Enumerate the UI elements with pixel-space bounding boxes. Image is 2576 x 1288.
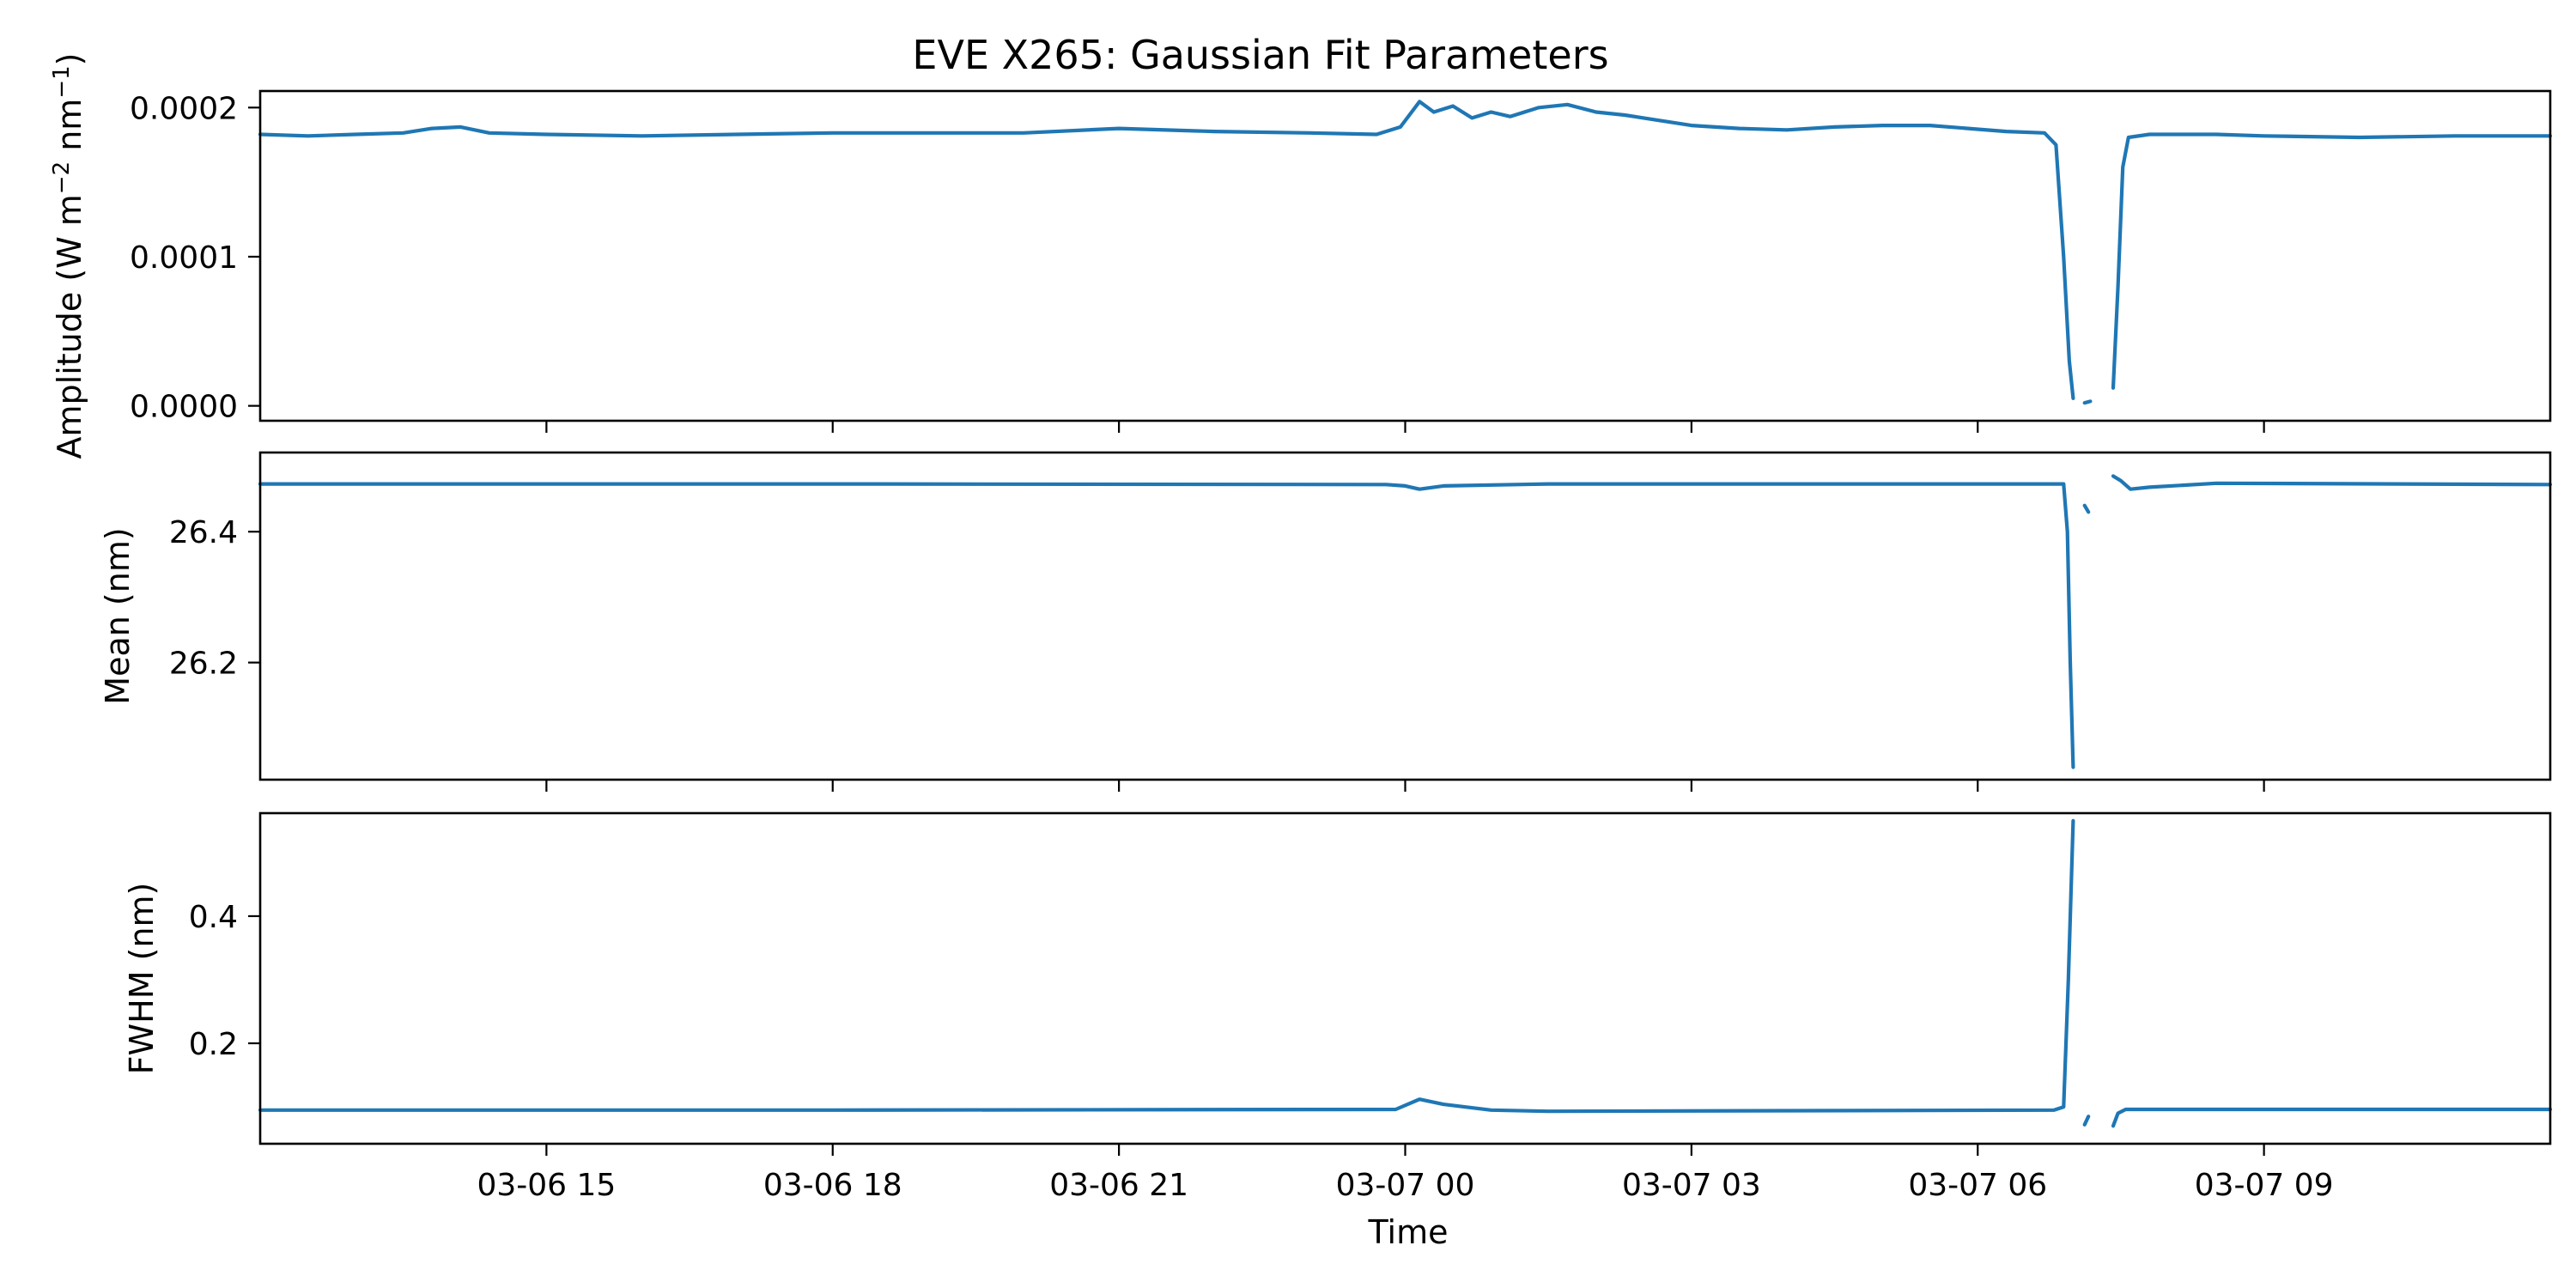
amplitude-series-segment-0 xyxy=(258,100,2075,400)
x-tick-label-5: 03-07 06 xyxy=(1908,1168,2047,1203)
fwhm-y-tick-label-1: 0.4 xyxy=(189,900,238,935)
x-tick-label-3: 03-07 00 xyxy=(1336,1168,1475,1203)
fwhm-series-segment-1 xyxy=(2082,1115,2091,1127)
x-tick-label-2: 03-06 21 xyxy=(1049,1168,1188,1203)
mean-y-axis-title: Mean (nm) xyxy=(99,527,137,704)
amplitude-y-axis-title: Amplitude (W m−2 nm−1) xyxy=(49,53,88,459)
amplitude-series-segment-2 xyxy=(2111,132,2553,390)
x-tick-label-4: 03-07 03 xyxy=(1622,1168,1761,1203)
mean-series-segment-2 xyxy=(2111,474,2553,491)
x-tick-label-1: 03-06 18 xyxy=(763,1168,902,1203)
panels: 0.0000 0.0001 0.0002 Amplitude (W m−2 nm−1)… xyxy=(49,53,2553,1203)
mean-y-tick-label-0: 26.2 xyxy=(169,647,238,682)
chart-title: EVE X265: Gaussian Fit Parameters xyxy=(912,32,1608,78)
mean-series-segment-0 xyxy=(258,482,2075,769)
panel-mean: 26.2 26.4 Mean (nm) xyxy=(99,451,2553,792)
fwhm-y-tick-label-0: 0.2 xyxy=(189,1027,238,1062)
mean-y-tick-label-1: 26.4 xyxy=(169,515,238,550)
amplitude-series-segment-1 xyxy=(2082,399,2093,405)
amplitude-axes-frame xyxy=(258,89,2552,422)
panel-amplitude: 0.0000 0.0001 0.0002 Amplitude (W m−2 nm−1) xyxy=(49,53,2553,459)
x-axis-title: Time xyxy=(1368,1213,1449,1251)
x-tick-label-6: 03-07 09 xyxy=(2195,1168,2334,1203)
fwhm-y-axis-title: FWHM (nm) xyxy=(123,883,161,1075)
x-tick-label-0: 03-06 15 xyxy=(477,1168,616,1203)
fwhm-axes-frame xyxy=(258,811,2552,1145)
fwhm-series-segment-2 xyxy=(2111,1107,2553,1128)
panel-fwhm: 0.2 0.4 03-06 15 03-06 18 03-06 21 03-07 00 03… xyxy=(123,811,2553,1203)
amplitude-y-tick-label-0: 0.0000 xyxy=(130,390,238,425)
fwhm-series-segment-0 xyxy=(258,818,2075,1114)
mean-axes-frame xyxy=(258,451,2552,781)
amplitude-y-tick-label-2: 0.0002 xyxy=(130,91,238,126)
amplitude-y-tick-label-1: 0.0001 xyxy=(130,240,238,276)
mean-series-segment-1 xyxy=(2082,503,2091,514)
